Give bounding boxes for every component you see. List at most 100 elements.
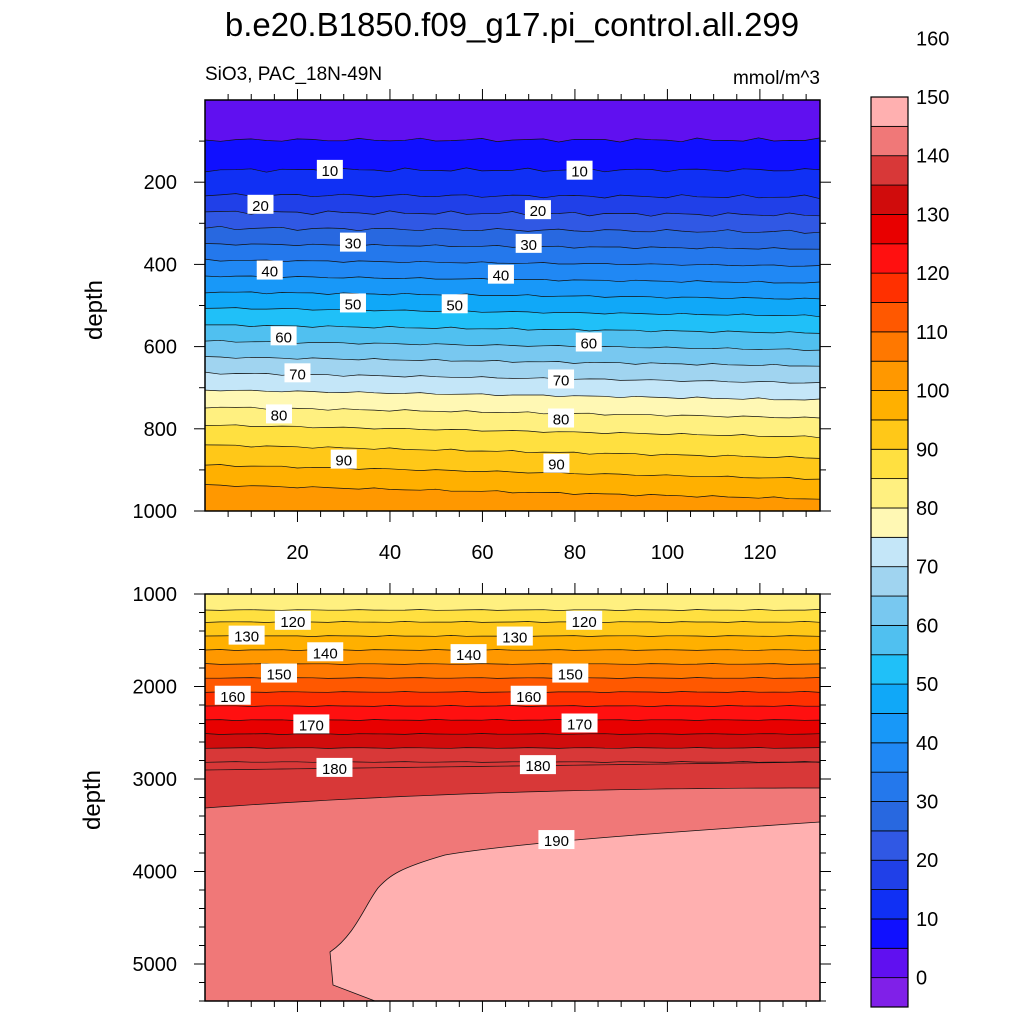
colorbar-label: 130 xyxy=(916,204,949,226)
colorbar-swatch xyxy=(870,243,909,274)
colorbar-swatch xyxy=(870,536,909,568)
chart-title: b.e20.B1850.f09_g17.pi_control.all.299 xyxy=(224,6,800,43)
contour-label: 60 xyxy=(270,326,297,346)
x-tick-label: 60 xyxy=(471,542,493,564)
contour-band xyxy=(205,705,820,721)
colorbar-swatch xyxy=(870,478,909,509)
contour-line xyxy=(205,733,820,735)
svg-text:70: 70 xyxy=(553,372,570,389)
colorbar-swatch xyxy=(870,96,909,127)
contour-band xyxy=(205,100,820,142)
svg-text:10: 10 xyxy=(322,163,339,180)
y-axis-title: depth xyxy=(81,280,108,340)
svg-text:40: 40 xyxy=(261,264,278,281)
contour-band xyxy=(205,193,820,217)
contour-label: 70 xyxy=(284,363,311,383)
y-tick-label: 4000 xyxy=(133,862,178,884)
svg-text:180: 180 xyxy=(525,758,550,775)
svg-text:90: 90 xyxy=(548,457,565,474)
contour-band xyxy=(205,719,820,735)
svg-text:60: 60 xyxy=(275,329,292,346)
x-tick-label: 80 xyxy=(564,542,586,564)
svg-text:50: 50 xyxy=(446,297,463,314)
contour-line xyxy=(205,137,820,143)
contour-label: 160 xyxy=(214,685,251,706)
svg-text:150: 150 xyxy=(558,667,583,684)
contour-band xyxy=(205,424,820,459)
contour-band xyxy=(205,324,820,351)
y-tick-label: 2000 xyxy=(133,677,178,699)
svg-text:80: 80 xyxy=(271,407,288,424)
colorbar-swatch xyxy=(870,595,909,626)
colorbar-swatch xyxy=(870,331,909,362)
contour-label: 150 xyxy=(552,663,589,684)
svg-text:160: 160 xyxy=(516,689,541,706)
colorbar-swatch xyxy=(870,390,909,421)
contour-line xyxy=(205,193,820,200)
colorbar-swatch xyxy=(870,713,909,744)
svg-text:170: 170 xyxy=(299,717,324,734)
contour-label: 180 xyxy=(519,755,556,775)
contour-line xyxy=(205,484,820,500)
colorbar-swatch xyxy=(870,184,909,215)
svg-text:30: 30 xyxy=(520,237,537,254)
contour-label: 180 xyxy=(316,757,353,778)
contour-label: 170 xyxy=(293,714,330,734)
colorbar-swatch xyxy=(870,125,909,157)
contour-label: 20 xyxy=(247,194,274,215)
y-tick-label: 600 xyxy=(144,337,177,359)
contour-label: 20 xyxy=(524,200,551,220)
x-tick-label: 100 xyxy=(651,542,684,564)
colorbar-swatch xyxy=(870,155,909,186)
contour-label: 170 xyxy=(561,713,598,734)
colorbar-swatch xyxy=(870,889,909,920)
variable-region-label: SiO3, PAC_18N-49N xyxy=(205,64,383,85)
svg-text:20: 20 xyxy=(252,198,269,215)
contour-line xyxy=(205,747,820,749)
svg-text:130: 130 xyxy=(502,630,527,647)
contour-band xyxy=(205,464,820,500)
contour-band xyxy=(205,276,820,300)
colorbar-swatch xyxy=(870,683,909,714)
colorbar-label: 80 xyxy=(916,498,938,520)
x-tick-label: 20 xyxy=(286,542,308,564)
contour-line xyxy=(205,243,820,250)
contour-label: 140 xyxy=(450,644,487,664)
contour-line xyxy=(205,787,820,809)
contour-line xyxy=(205,225,820,234)
colorbar: 0 10 20 30 40 50 60 70 80 90 100 110 120 130 140 150 160… xyxy=(870,28,949,1008)
contour-label: 10 xyxy=(316,159,343,180)
colorbar-label: 140 xyxy=(916,146,949,168)
contour-band xyxy=(205,372,820,400)
svg-text:140: 140 xyxy=(456,647,481,664)
contour-line xyxy=(205,464,820,480)
contour-label: 50 xyxy=(339,293,366,313)
x-tick-label: 120 xyxy=(743,542,776,564)
contour-label: 80 xyxy=(548,408,575,429)
contour-label: 10 xyxy=(566,160,593,181)
contour-band xyxy=(205,407,820,438)
units-label: mmol/m^3 xyxy=(732,68,820,89)
svg-text:160: 160 xyxy=(220,689,245,706)
contour-label: 150 xyxy=(260,663,297,684)
contour-band-190 xyxy=(329,821,820,1001)
svg-text:120: 120 xyxy=(572,614,597,631)
contour-line xyxy=(205,356,820,367)
contour-line xyxy=(205,339,820,351)
contour-label: 40 xyxy=(256,260,283,281)
colorbar-label: 60 xyxy=(916,615,938,637)
contour-band xyxy=(205,210,820,234)
colorbar-swatch xyxy=(870,742,909,773)
svg-text:140: 140 xyxy=(313,645,338,662)
colorbar-swatch xyxy=(870,830,909,861)
contour-line xyxy=(205,663,820,665)
contour-band xyxy=(205,594,820,611)
contour-band xyxy=(205,649,820,665)
contour-line xyxy=(205,705,820,707)
contour-band xyxy=(205,609,820,623)
colorbar-swatch xyxy=(870,801,909,832)
colorbar-swatch xyxy=(870,566,909,597)
contour-label: 90 xyxy=(543,453,570,474)
colorbar-swatch xyxy=(870,918,909,949)
lower-depth-panel xyxy=(205,594,820,1001)
